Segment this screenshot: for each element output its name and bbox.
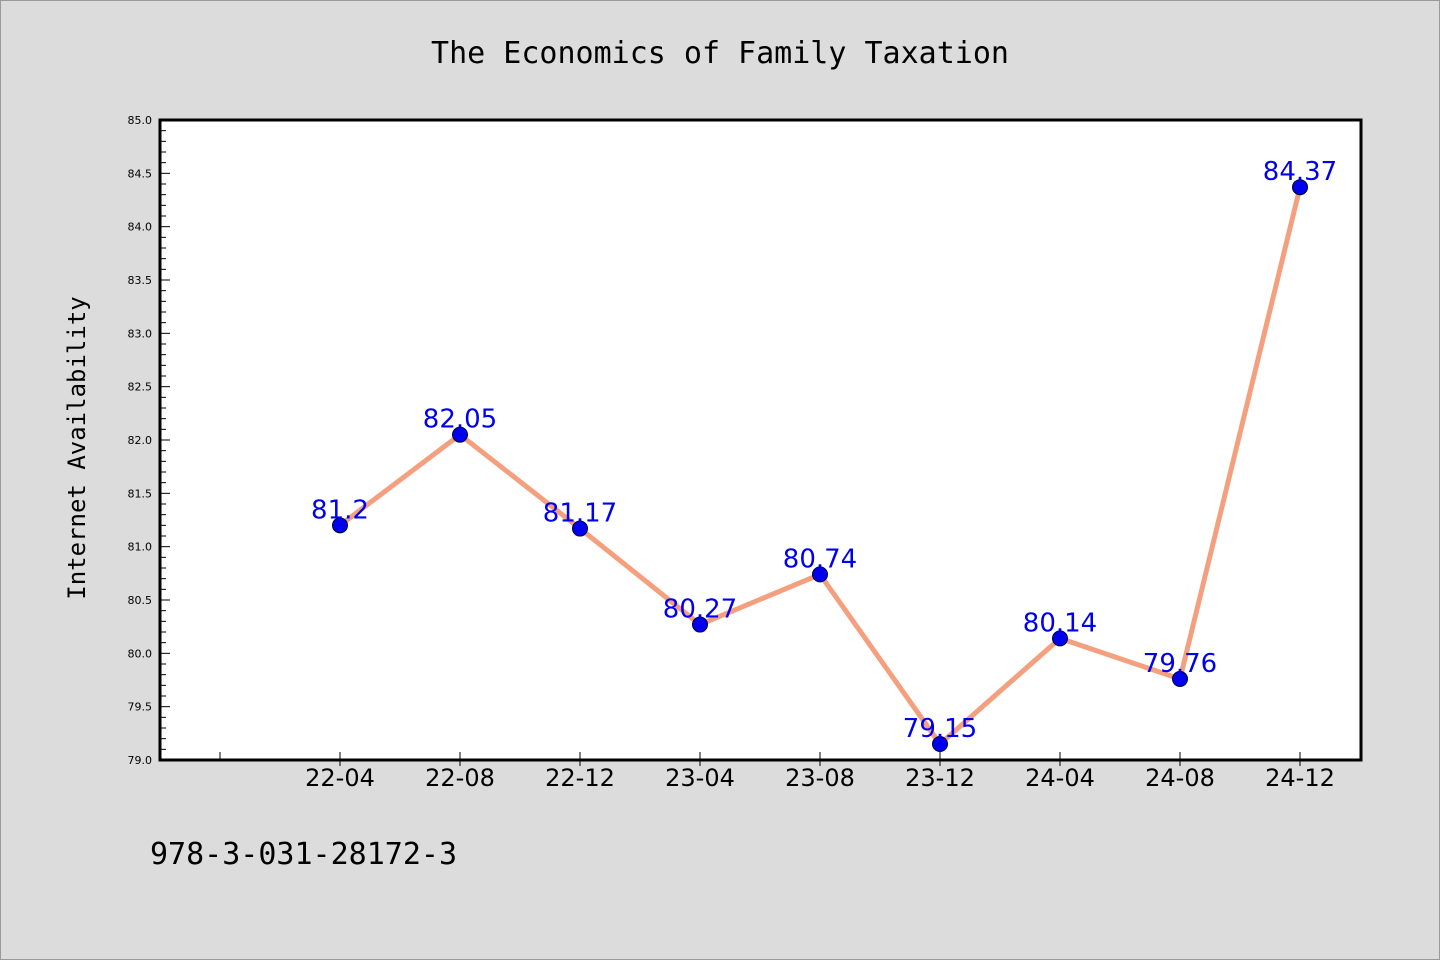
data-point — [572, 520, 588, 537]
chart-title: The Economics of Family Taxation — [431, 36, 1009, 71]
data-point — [452, 426, 468, 443]
plot-area — [158, 118, 1363, 762]
y-tick-label: 80.5 — [128, 594, 153, 607]
y-tick-label: 79.0 — [128, 754, 153, 767]
x-tick-label: 24-08 — [1145, 764, 1215, 792]
y-tick-label: 84.0 — [128, 221, 153, 234]
series-markers — [332, 179, 1308, 752]
x-tick-label: 22-04 — [305, 764, 375, 792]
x-tick-label: 23-12 — [905, 764, 975, 792]
data-label: 81.2 — [311, 495, 369, 525]
x-tick-label: 22-12 — [545, 764, 615, 792]
data-label: 79.15 — [903, 714, 977, 744]
data-point — [932, 736, 948, 752]
x-axis-ticks: 22-04 22-08 22-12 23-04 23-08 23-12 24-04 24-08… — [219, 752, 1335, 792]
isbn-footer: 978-3-031-28172-3 — [150, 837, 457, 872]
data-label: 80.14 — [1023, 608, 1097, 638]
x-tick-label: 22-08 — [425, 764, 495, 792]
data-point — [1172, 670, 1188, 687]
y-tick-label: 81.0 — [128, 541, 153, 554]
y-tick-label: 79.5 — [128, 701, 153, 714]
data-label: 80.27 — [663, 595, 737, 625]
y-axis-ticks: 79.0 79.5 80.0 80.5 81.0 81.5 82.0 82.5 83.0 83.5… — [128, 114, 170, 767]
data-label: 84.37 — [1263, 157, 1337, 187]
data-point — [812, 566, 828, 583]
y-tick-label: 80.0 — [128, 647, 153, 660]
y-tick-label: 82.5 — [128, 381, 153, 394]
y-tick-label: 84.5 — [128, 167, 153, 180]
y-axis-label: Internet Availability — [63, 296, 91, 599]
data-label: 81.17 — [543, 499, 617, 529]
x-tick-label: 24-04 — [1025, 764, 1095, 792]
data-label: 82.05 — [423, 405, 497, 435]
y-tick-label: 85.0 — [128, 114, 153, 127]
x-tick-label: 24-12 — [1265, 764, 1335, 792]
data-label: 79.76 — [1143, 649, 1217, 679]
y-tick-label: 83.0 — [128, 327, 153, 340]
data-labels: 81.2 82.05 81.17 80.27 80.74 79.15 80.14 79.76 8… — [311, 157, 1337, 744]
x-tick-label: 23-04 — [665, 764, 735, 792]
y-tick-label: 81.5 — [128, 487, 153, 500]
data-label: 80.74 — [783, 544, 857, 574]
data-point — [332, 517, 348, 534]
data-point — [1292, 179, 1308, 196]
x-tick-label: 23-08 — [785, 764, 855, 792]
y-tick-label: 82.0 — [128, 434, 153, 447]
data-point — [692, 616, 708, 633]
data-point — [1052, 630, 1068, 647]
y-tick-label: 83.5 — [128, 274, 153, 287]
